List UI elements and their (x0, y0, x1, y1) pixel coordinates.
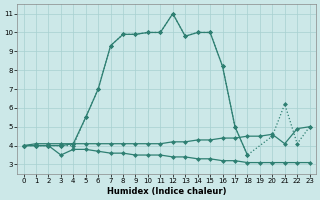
X-axis label: Humidex (Indice chaleur): Humidex (Indice chaleur) (107, 187, 226, 196)
